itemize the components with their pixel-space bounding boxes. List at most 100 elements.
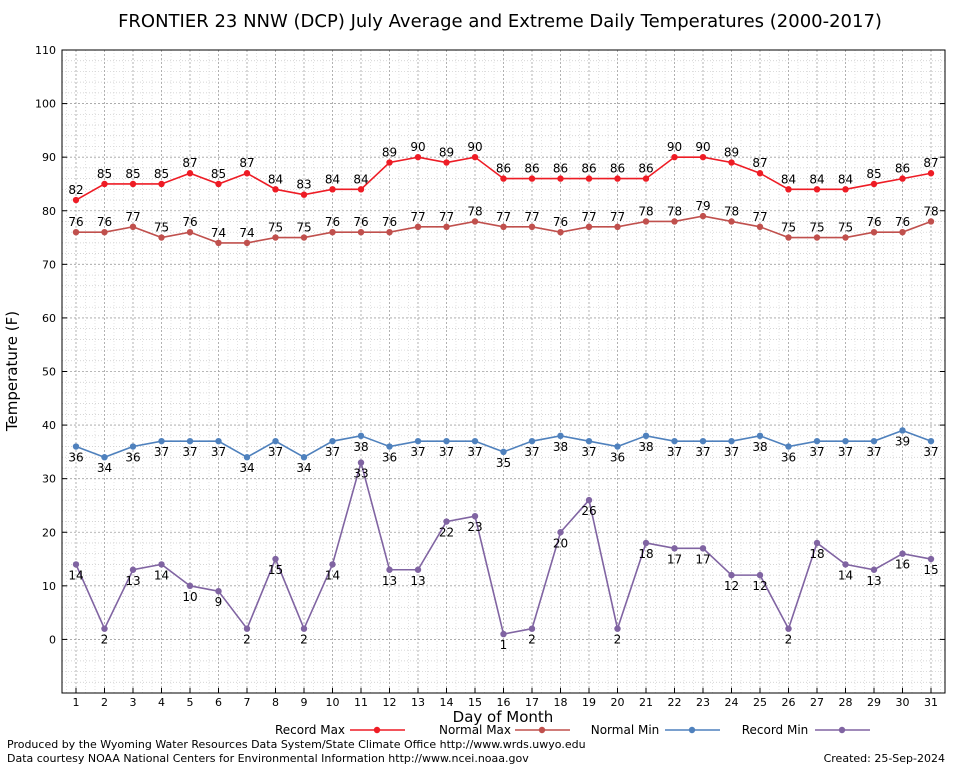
normal-min-data-label: 37 xyxy=(182,445,197,459)
record-min-data-label: 13 xyxy=(125,574,140,588)
legend-marker-record-max xyxy=(373,726,381,734)
record-max-data-label: 86 xyxy=(553,162,568,176)
record-max-data-label: 85 xyxy=(97,167,112,181)
normal-max-data-label: 77 xyxy=(610,210,625,224)
record-max-point xyxy=(927,170,935,177)
record-min-point xyxy=(899,550,906,557)
record-min-data-label: 18 xyxy=(809,547,824,561)
x-tick-label: 27 xyxy=(810,696,824,709)
normal-min-data-label: 37 xyxy=(667,445,682,459)
record-max-point xyxy=(585,175,593,182)
record-min-data-label: 23 xyxy=(467,520,482,534)
record-min-point xyxy=(129,566,137,573)
normal-max-point xyxy=(158,234,165,241)
normal-max-point xyxy=(500,223,507,231)
record-min-point xyxy=(300,625,308,632)
normal-min-point xyxy=(528,437,536,445)
record-max-data-label: 84 xyxy=(781,172,796,186)
record-max-point xyxy=(842,186,849,193)
legend-label-normal-max: Normal Max xyxy=(439,723,511,737)
normal-min-point xyxy=(813,437,821,445)
record-min-line xyxy=(75,459,932,635)
normal-min-point xyxy=(471,437,479,445)
normal-min-point xyxy=(899,427,906,434)
normal-min-point xyxy=(671,437,678,445)
y-tick-label: 0 xyxy=(49,633,56,646)
x-tick-label: 16 xyxy=(497,696,511,709)
normal-max-point xyxy=(443,223,450,231)
record-max-data-label: 83 xyxy=(296,178,311,192)
record-max-point xyxy=(500,175,507,182)
normal-max-point xyxy=(899,228,906,236)
record-min-data-label: 20 xyxy=(553,536,568,550)
normal-min-point xyxy=(870,437,878,445)
record-min-data-label: 2 xyxy=(785,633,793,647)
record-min-data-label: 1 xyxy=(500,638,508,652)
record-max-data-label: 86 xyxy=(638,162,653,176)
x-tick-label: 28 xyxy=(839,696,853,709)
x-tick-label: 30 xyxy=(896,696,910,709)
x-tick-label: 25 xyxy=(753,696,767,709)
record-min-data-label: 13 xyxy=(382,574,397,588)
record-min-point xyxy=(728,571,735,579)
normal-min-data-label: 36 xyxy=(781,451,796,465)
record-max-data-label: 90 xyxy=(410,140,425,154)
normal-max-point xyxy=(129,223,137,231)
x-tick-label: 20 xyxy=(611,696,625,709)
record-min-point xyxy=(357,459,365,466)
record-max-data-label: 86 xyxy=(581,162,596,176)
normal-min-data-label: 36 xyxy=(610,451,625,465)
x-tick-label: 9 xyxy=(301,696,308,709)
record-max-data-label: 85 xyxy=(125,167,140,181)
record-max-point xyxy=(386,159,393,166)
x-tick-label: 19 xyxy=(582,696,596,709)
normal-min-point xyxy=(272,437,279,445)
normal-min-data-label: 36 xyxy=(125,451,140,465)
normal-max-point xyxy=(813,234,821,241)
record-min-data-label: 12 xyxy=(752,579,767,593)
x-tick-label: 8 xyxy=(272,696,279,709)
normal-max-point xyxy=(927,218,935,225)
normal-max-data-label: 76 xyxy=(866,215,881,229)
x-tick-label: 26 xyxy=(782,696,796,709)
record-max-point xyxy=(272,186,279,193)
normal-max-point xyxy=(414,223,422,231)
normal-max-data-label: 79 xyxy=(695,199,710,213)
record-min-point xyxy=(243,625,251,632)
normal-min-data-label: 39 xyxy=(895,434,910,448)
x-tick-label: 29 xyxy=(867,696,881,709)
x-tick-label: 10 xyxy=(326,696,340,709)
normal-max-data-label: 75 xyxy=(838,221,853,235)
normal-max-data-label: 75 xyxy=(781,221,796,235)
normal-max-point xyxy=(528,223,536,231)
record-max-data-label: 87 xyxy=(182,156,197,170)
record-max-data-label: 87 xyxy=(752,156,767,170)
normal-max-point xyxy=(614,223,621,231)
record-min-point xyxy=(186,582,194,590)
record-min-data-label: 2 xyxy=(528,633,536,647)
record-max-data-label: 86 xyxy=(496,162,511,176)
x-tick-label: 24 xyxy=(725,696,739,709)
normal-max-data-label: 77 xyxy=(410,210,425,224)
series-layer: 82 85 85 85 87 85 87 84 83 84 84 89 90 89 90 86 86 86 86 86… xyxy=(68,140,938,652)
normal-max-point xyxy=(870,228,878,236)
record-min-data-label: 2 xyxy=(243,633,251,647)
record-max-point xyxy=(414,153,422,161)
record-min-data-label: 2 xyxy=(300,633,308,647)
y-tick-label: 90 xyxy=(42,151,56,164)
normal-min-data-label: 35 xyxy=(496,456,511,470)
legend-label-normal-min: Normal Min xyxy=(591,723,660,737)
normal-max-data-label: 77 xyxy=(752,210,767,224)
normal-min-point xyxy=(129,443,137,450)
normal-min-data-label: 37 xyxy=(154,445,169,459)
record-min-point xyxy=(813,539,821,547)
normal-min-data-label: 34 xyxy=(97,461,112,475)
record-min-data-label: 22 xyxy=(439,526,454,540)
record-max-data-label: 87 xyxy=(923,156,938,170)
record-max-point xyxy=(72,196,80,204)
normal-min-data-label: 37 xyxy=(838,445,853,459)
record-max-data-label: 86 xyxy=(610,162,625,176)
record-min-data-label: 17 xyxy=(667,552,682,566)
legend-marker-normal-min xyxy=(688,726,696,734)
normal-max-data-label: 76 xyxy=(553,215,568,229)
